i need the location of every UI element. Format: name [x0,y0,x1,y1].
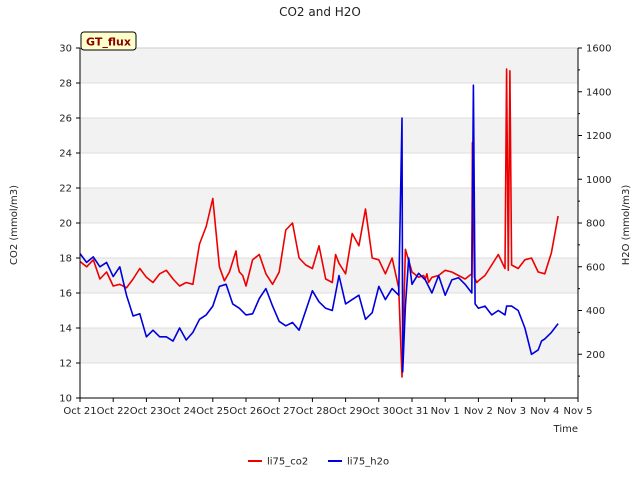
plot-band [80,223,578,258]
plot-band [80,153,578,188]
plot-band [80,188,578,223]
y-left-tick-label: 30 [59,44,72,55]
x-tick-label: Oct 23 [130,406,163,417]
y-left-tick-label: 14 [59,324,72,335]
x-tick-label: Oct 22 [97,406,130,417]
plot-band [80,328,578,363]
y-right-tick-label: 400 [586,306,605,317]
x-tick-label: Oct 25 [196,406,229,417]
y-left-tick-label: 16 [59,289,72,300]
x-tick-label: Nov 1 [431,406,460,417]
plot-band [80,48,578,83]
plot-band [80,83,578,118]
plot-band [80,293,578,328]
series-line-li75_h2o [79,84,559,373]
y-axis-right-title: H2O (mmol/m3) [621,185,632,266]
y-right-tick-label: 1200 [586,131,611,142]
legend-label-li75_co2: li75_co2 [267,457,308,468]
x-tick-label: Oct 21 [63,406,96,417]
x-tick-label: Oct 24 [163,406,196,417]
y-right-tick-label: 1000 [586,175,611,186]
x-tick-label: Oct 27 [263,406,296,417]
y-right-tick-label: 600 [586,262,605,273]
x-tick-label: Oct 26 [229,406,262,417]
plot-band [80,118,578,153]
x-tick-label: Nov 3 [497,406,526,417]
y-left-tick-label: 10 [59,394,72,405]
x-tick-label: Nov 5 [563,406,592,417]
x-tick-label: Nov 4 [530,406,559,417]
y-left-tick-label: 24 [59,149,72,160]
plot-band [80,258,578,293]
badge-label: GT_flux [86,36,131,49]
plot-band [80,363,578,398]
legend: li75_co2 li75_h2o [248,457,389,468]
series-line-li75_co2 [79,68,559,378]
y-left-tick-label: 26 [59,114,72,125]
x-tick-label: Oct 30 [362,406,395,417]
y-axis-left-title: CO2 (mmol/m3) [9,185,20,265]
y-right-tick-label: 1600 [586,44,611,55]
y-left-tick-label: 18 [59,254,72,265]
y-left-tick-label: 20 [59,219,72,230]
y-left-tick-label: 22 [59,184,72,195]
axes: 10 12 14 16 18 20 22 24 26 28 30 200 400 600 800 1000 12… [59,44,611,418]
plot-background-bands [80,48,578,398]
x-tick-label: Oct 28 [296,406,329,417]
y-right-tick-label: 200 [586,350,605,361]
y-left-tick-label: 28 [59,79,72,90]
chart-title: CO2 and H2O [279,5,361,19]
badge-box [80,31,137,51]
y-left-tick-label: 12 [59,359,72,370]
x-axis-title: Time [553,424,578,435]
x-tick-label: Oct 29 [329,406,362,417]
series-layer [79,68,559,378]
x-tick-label: Oct 31 [395,406,428,417]
y-right-tick-label: 1400 [586,87,611,98]
y-right-tick-label: 800 [586,219,605,230]
x-tick-label: Nov 2 [464,406,493,417]
badge: GT_flux [80,31,137,51]
legend-label-li75_h2o: li75_h2o [347,457,389,468]
